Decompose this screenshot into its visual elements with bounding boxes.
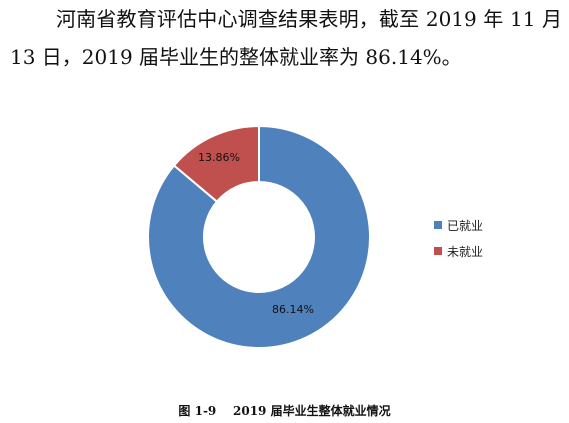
legend-label-employed: 已就业 — [447, 218, 484, 233]
body-paragraph: 河南省教育评估中心调查结果表明，截至 2019 年 11 月 13 日，2019… — [10, 0, 562, 76]
paragraph-line-2: 13 日，2019 届毕业生的整体就业率为 86.14%。 — [10, 45, 462, 69]
legend-label-unemployed: 未就业 — [447, 244, 484, 259]
chart-legend: 已就业 未就业 — [434, 217, 483, 269]
legend-swatch-employed — [434, 221, 442, 229]
legend-swatch-unemployed — [434, 247, 442, 255]
legend-item-employed: 已就业 — [434, 217, 483, 233]
slice-unemployed — [172, 124, 260, 203]
data-label-employed: 86.14% — [272, 303, 314, 316]
slice-employed — [147, 124, 371, 349]
legend-item-unemployed: 未就业 — [434, 243, 483, 259]
paragraph-line-1: 河南省教育评估中心调查结果表明，截至 2019 年 11 月 — [56, 7, 562, 31]
figure-caption: 图 1-9 2019 届毕业生整体就业情况 — [178, 404, 391, 418]
data-label-unemployed: 13.86% — [198, 151, 240, 164]
